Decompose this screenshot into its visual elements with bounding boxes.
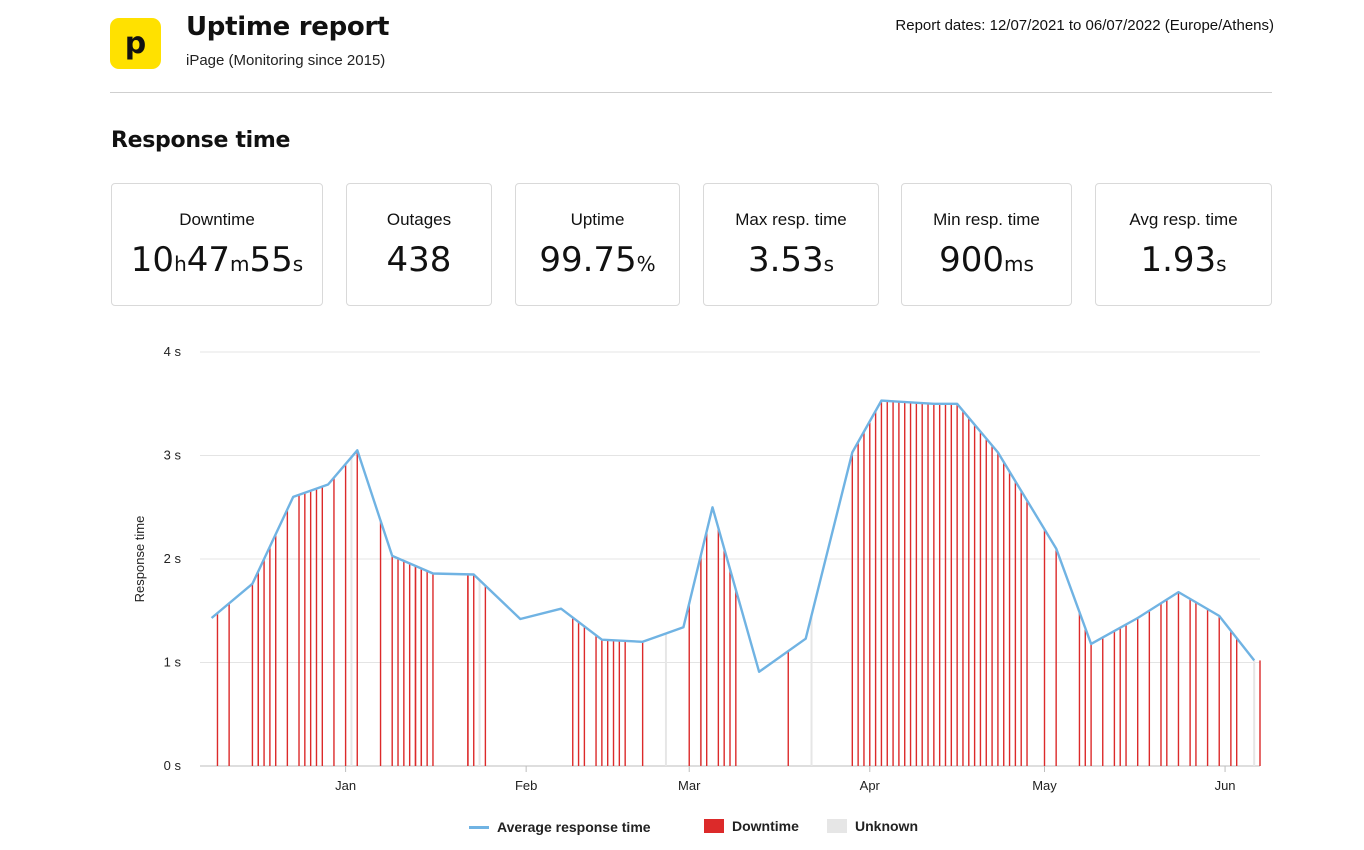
- stat-unit: s: [823, 252, 835, 276]
- stat-value: 438: [347, 240, 491, 280]
- legend-item-unknown[interactable]: Unknown: [827, 818, 918, 834]
- app-logo: p: [110, 18, 161, 69]
- header-divider: [110, 92, 1272, 93]
- x-tick-label: Jun: [1215, 778, 1236, 793]
- y-tick-label: 0 s: [164, 758, 182, 773]
- legend-label: Downtime: [732, 818, 799, 834]
- stat-value: 900ms: [902, 240, 1071, 280]
- stat-label: Min resp. time: [933, 210, 1040, 229]
- stat-unit: h: [174, 252, 187, 276]
- legend-item-downtime[interactable]: Downtime: [704, 818, 799, 834]
- stat-unit: ms: [1004, 252, 1034, 276]
- report-title: Uptime report: [186, 12, 390, 42]
- x-tick-label: Feb: [515, 778, 537, 793]
- legend-label: Unknown: [855, 818, 918, 834]
- stat-card-avg-resp: Avg resp. time 1.93s: [1095, 183, 1272, 306]
- stat-card-downtime: Downtime 10h47m55s: [111, 183, 323, 306]
- stat-unit: s: [1216, 252, 1227, 276]
- stat-unit: %: [636, 252, 656, 276]
- stat-card-max-resp: Max resp. time 3.53s: [703, 183, 879, 306]
- stat-label: Outages: [386, 210, 452, 229]
- legend-item-average[interactable]: Average response time: [469, 819, 651, 835]
- stat-number: 3.53: [747, 240, 824, 280]
- legend-label: Average response time: [497, 819, 651, 835]
- logo-letter: p: [124, 26, 147, 61]
- stat-label: Avg resp. time: [1129, 210, 1238, 229]
- stat-card-uptime: Uptime 99.75%: [515, 183, 680, 306]
- stat-number: 1.93: [1140, 240, 1217, 280]
- stat-number: 438: [386, 240, 452, 280]
- x-tick-label: Mar: [678, 778, 701, 793]
- stat-label: Max resp. time: [735, 210, 847, 229]
- stat-label: Uptime: [570, 210, 625, 229]
- stat-number: 99.75: [539, 240, 637, 280]
- stat-value: 3.53s: [704, 240, 878, 280]
- stat-card-outages: Outages 438: [346, 183, 492, 306]
- response-time-chart: 0 s 1 s 2 s 3 s 4 s Response time Jan Feb Mar Apr…: [132, 344, 1261, 793]
- y-axis-label: Response time: [132, 516, 147, 603]
- y-tick-label: 3 s: [164, 448, 182, 463]
- stat-label: Downtime: [179, 210, 255, 229]
- y-tick-label: 4 s: [164, 344, 182, 359]
- legend-grey-swatch: [827, 819, 847, 833]
- y-tick-label: 2 s: [164, 551, 182, 566]
- stat-value: 10h47m55s: [112, 240, 322, 280]
- report-dates: Report dates: 12/07/2021 to 06/07/2022 (…: [895, 17, 1274, 34]
- legend-line-swatch: [469, 825, 489, 829]
- y-tick-label: 1 s: [164, 655, 182, 670]
- stat-unit: m: [230, 252, 250, 276]
- x-tick-label: Jan: [335, 778, 356, 793]
- chart-legend: Average response time Downtime Unknown: [0, 818, 1364, 839]
- stat-number: 55: [249, 240, 293, 280]
- stat-number: 900: [939, 240, 1004, 280]
- x-tick-label: Apr: [860, 778, 881, 793]
- stat-card-min-resp: Min resp. time 900ms: [901, 183, 1072, 306]
- stat-value: 99.75%: [516, 240, 679, 280]
- average-response-line: [210, 399, 1256, 673]
- x-tick-label: May: [1032, 778, 1057, 793]
- stat-number: 47: [186, 240, 231, 280]
- stat-unit: s: [292, 252, 304, 276]
- section-title: Response time: [111, 128, 291, 153]
- stat-number: 10: [130, 240, 175, 280]
- stat-value: 1.93s: [1096, 240, 1271, 280]
- report-subtitle: iPage (Monitoring since 2015): [186, 52, 386, 69]
- legend-red-swatch: [704, 819, 724, 833]
